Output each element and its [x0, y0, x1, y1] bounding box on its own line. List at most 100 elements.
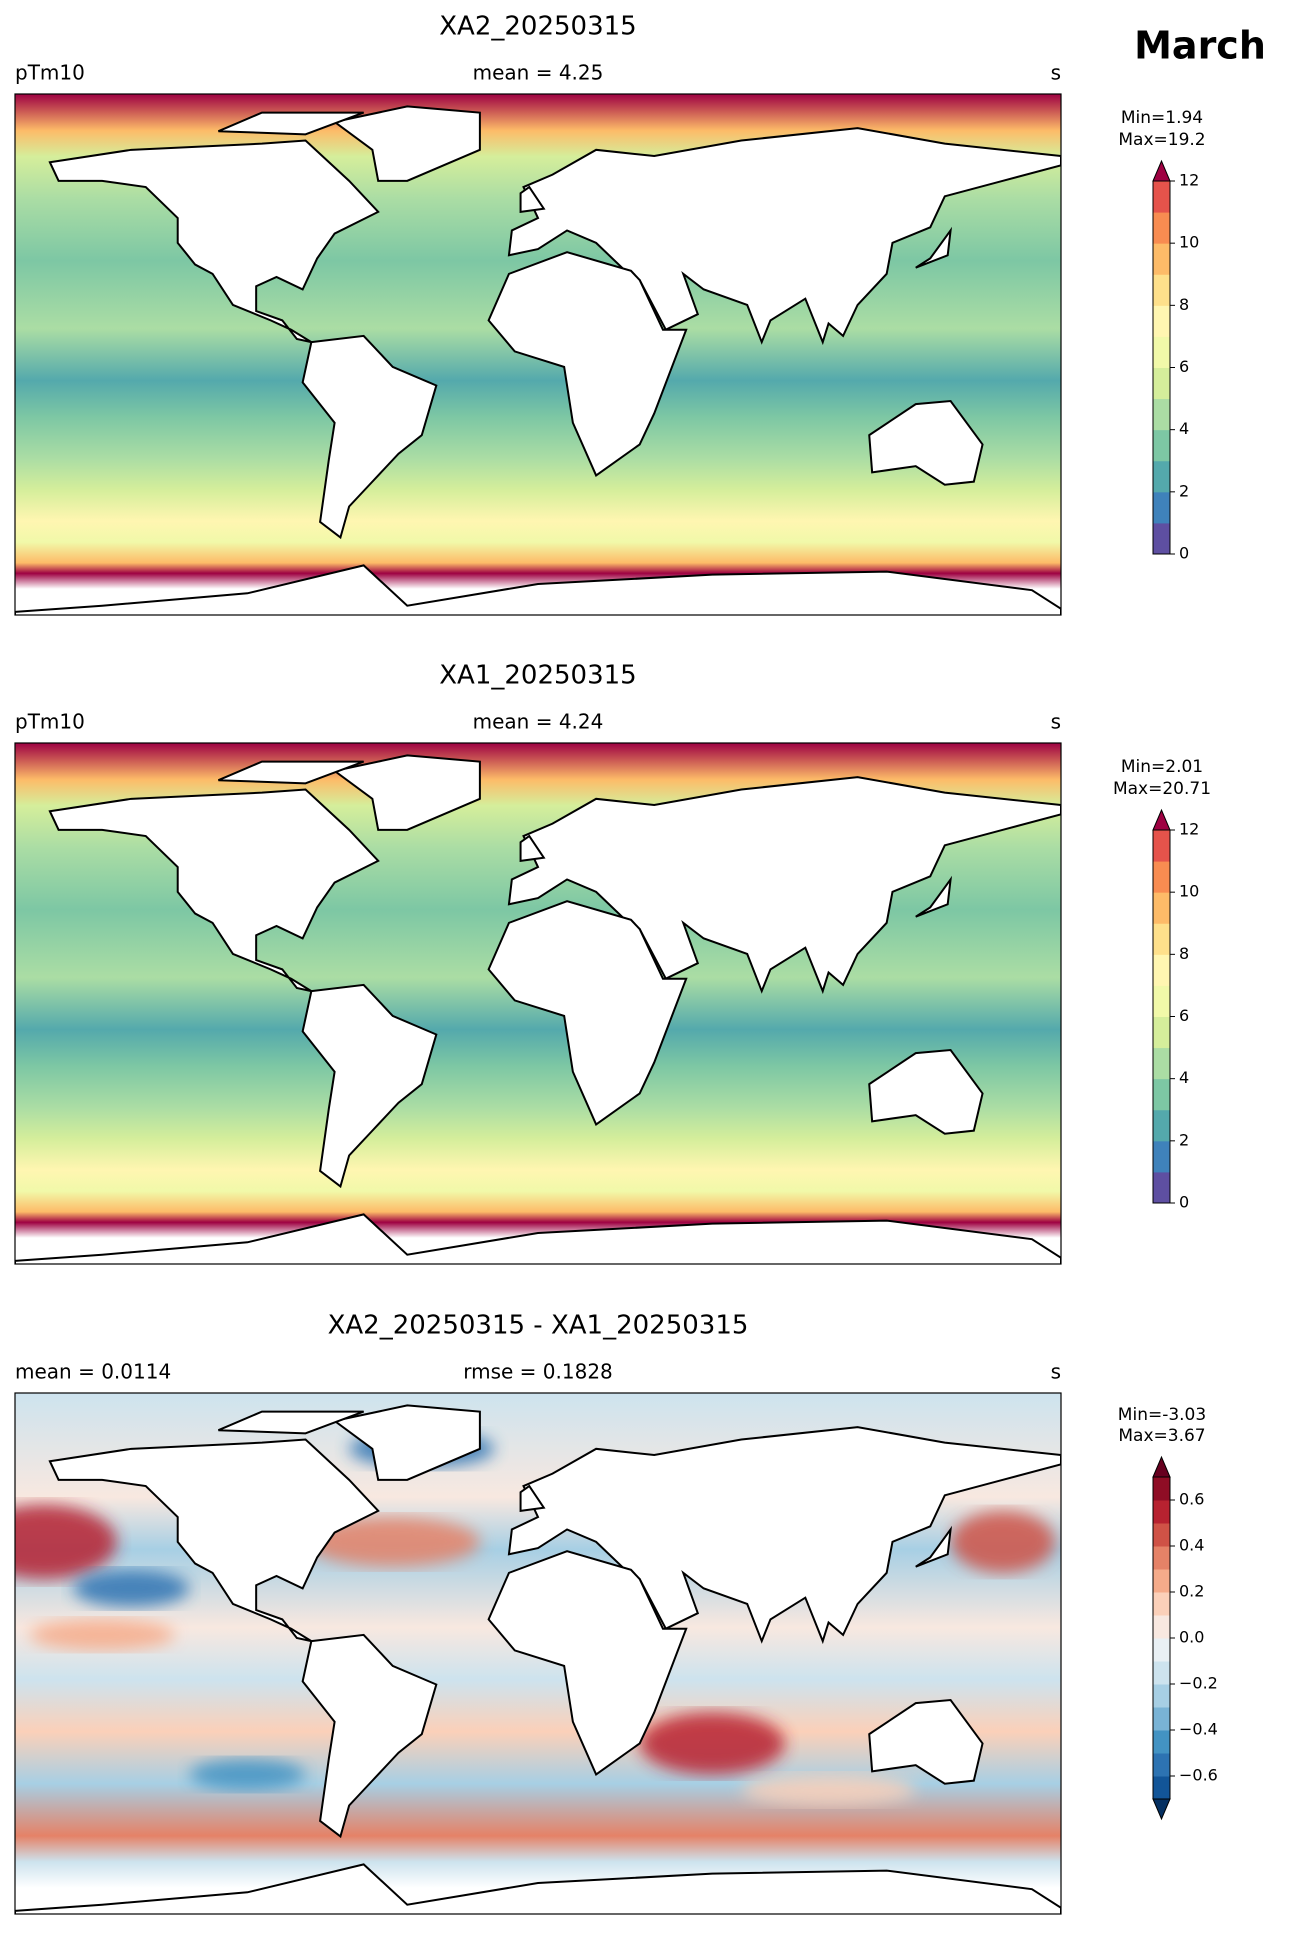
landmass [301, 1633, 438, 1839]
colorbar-bin [1153, 398, 1170, 431]
min-label: Min=-3.03 [1118, 1405, 1206, 1425]
colorbar-bin [1153, 1753, 1170, 1777]
landmass [15, 1213, 1061, 1264]
left-label: pTm10 [15, 710, 85, 734]
max-label: Max=19.2 [1118, 130, 1205, 150]
map-frame [14, 93, 1062, 616]
colorbar-bin [1153, 1592, 1170, 1616]
min-label: Min=2.01 [1121, 757, 1203, 777]
landmass [15, 1863, 1061, 1914]
landmass [507, 776, 1061, 995]
center-label: rmse = 0.1828 [463, 1360, 613, 1384]
field-anomaly [639, 1712, 785, 1775]
landmass [48, 139, 380, 344]
colorbar-extend-max [1152, 1455, 1171, 1478]
colorbar-bin [1153, 367, 1170, 400]
panel-title: XA2_20250315 - XA1_20250315 [328, 1311, 749, 1341]
units-label: s [1051, 710, 1061, 734]
landmass [868, 1048, 984, 1135]
colorbar-bin [1153, 305, 1170, 337]
field-anomaly [73, 1569, 190, 1607]
map-frame [14, 1392, 1062, 1915]
colorbar-tick-label: 2 [1179, 481, 1189, 500]
colorbar-tick-label: −0.2 [1179, 1674, 1218, 1693]
colorbar-tick-label: 0.2 [1179, 1582, 1204, 1601]
colorbar-tick-label: 0 [1179, 1193, 1189, 1212]
colorbar-bin [1153, 212, 1170, 244]
max-label: Max=20.71 [1113, 779, 1211, 799]
colorbar-bin [1153, 1776, 1170, 1800]
colorbar-tick-label: 10 [1179, 233, 1199, 252]
colorbar-bin [1153, 830, 1170, 862]
colorbar-bin [1153, 1078, 1170, 1111]
landmass [487, 251, 688, 477]
landmass [48, 1438, 380, 1643]
left-label: mean = 0.0114 [15, 1360, 171, 1384]
map [15, 743, 1061, 1264]
colorbar-bin [1153, 1730, 1170, 1754]
field-anomaly [741, 1774, 916, 1806]
colorbar-extend-max [1152, 159, 1171, 182]
landmass [507, 1426, 1061, 1645]
landmass [48, 788, 380, 993]
landmass [868, 399, 984, 486]
field-anomaly [950, 1510, 1056, 1573]
colorbar-bin [1153, 985, 1170, 1017]
colorbar-tick-label: 12 [1179, 820, 1199, 839]
units-label: s [1051, 1360, 1061, 1384]
colorbar-bin [1153, 892, 1170, 924]
colorbar-tick-label: 0.4 [1179, 1536, 1204, 1555]
colorbar-tick-label: 2 [1179, 1130, 1189, 1149]
max-label: Max=3.67 [1118, 1426, 1205, 1446]
colorbar-bin [1153, 181, 1170, 213]
landmass [868, 1698, 984, 1785]
landmass [301, 334, 438, 540]
field-anomaly [15, 1504, 117, 1580]
colorbar-tick-label: −0.4 [1179, 1720, 1218, 1739]
colorbar-bin [1153, 923, 1170, 955]
colorbar-tick-label: 8 [1179, 944, 1189, 963]
colorbar-bin [1153, 429, 1170, 462]
colorbar-bin [1153, 336, 1170, 368]
colorbar-bin [1153, 460, 1170, 493]
colorbar-extend-max [1152, 808, 1171, 831]
colorbar-bin [1153, 861, 1170, 893]
suptitle: March [1134, 24, 1266, 68]
landmass [301, 983, 438, 1189]
map [15, 94, 1061, 615]
landmass [519, 1484, 546, 1512]
colorbar-bin [1153, 1016, 1170, 1049]
colorbar-tick-label: 0.6 [1179, 1490, 1204, 1509]
field-anomaly [189, 1758, 306, 1790]
landmass [332, 1404, 481, 1481]
colorbar-bin [1153, 954, 1170, 986]
colorbar-bin [1153, 1638, 1170, 1662]
colorbar-bin [1153, 1523, 1170, 1547]
colorbar-bin [1153, 1171, 1170, 1204]
colorbar-tick-label: 0.0 [1179, 1628, 1204, 1647]
colorbar-tick-label: −0.6 [1179, 1766, 1218, 1785]
panel-title: XA1_20250315 [439, 661, 636, 691]
landmass [487, 1550, 688, 1776]
landmass [217, 760, 365, 785]
center-label: mean = 4.25 [473, 61, 604, 85]
colorbar-extend-min [1152, 1798, 1171, 1821]
landmass [332, 105, 481, 182]
colorbar-bin [1153, 1569, 1170, 1593]
center-label: mean = 4.24 [473, 710, 604, 734]
colorbar-tick-label: 4 [1179, 1068, 1189, 1087]
landmass [915, 1525, 953, 1568]
colorbar-bin [1153, 1615, 1170, 1639]
colorbar-bin [1153, 243, 1170, 275]
units-label: s [1051, 61, 1061, 85]
colorbar-tick-label: 0 [1179, 544, 1189, 563]
colorbar-bin [1153, 1500, 1170, 1524]
colorbar-bin [1153, 1684, 1170, 1708]
landmass [487, 900, 688, 1126]
landmass [15, 564, 1061, 615]
panel-title: XA2_20250315 [439, 12, 636, 42]
colorbar-tick-label: 10 [1179, 882, 1199, 901]
landmass [332, 754, 481, 831]
colorbar-bin [1153, 1477, 1170, 1501]
